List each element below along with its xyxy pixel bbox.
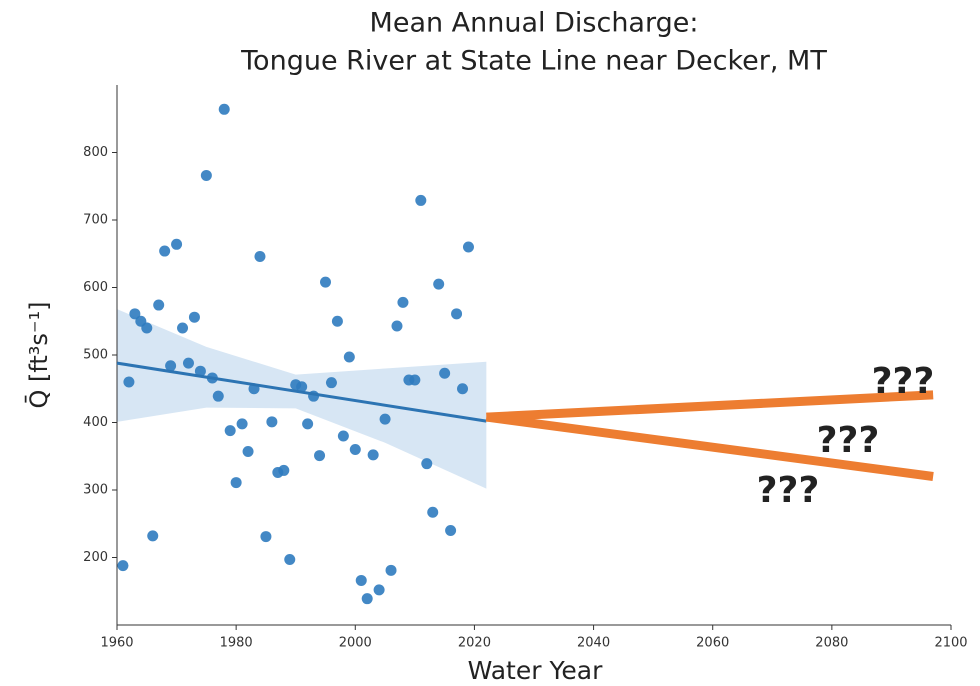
data-point bbox=[462, 241, 474, 253]
data-point bbox=[129, 308, 141, 320]
data-point bbox=[200, 169, 212, 181]
data-point bbox=[260, 531, 272, 543]
data-point bbox=[409, 374, 421, 386]
data-point bbox=[445, 525, 457, 536]
x-tick-label: 1980 bbox=[220, 636, 253, 651]
y-tick-label: 800 bbox=[83, 145, 108, 160]
data-point bbox=[349, 444, 361, 455]
y-tick-label: 300 bbox=[83, 483, 108, 498]
data-point bbox=[171, 238, 183, 250]
data-point bbox=[194, 365, 206, 377]
data-point bbox=[337, 430, 349, 442]
y-axis-label: Q̄ [ft³s⁻¹] bbox=[24, 301, 53, 408]
data-point bbox=[343, 351, 355, 363]
data-point bbox=[373, 584, 385, 596]
data-point bbox=[218, 103, 230, 115]
data-point bbox=[254, 250, 266, 262]
data-point bbox=[451, 308, 463, 320]
data-point bbox=[296, 381, 308, 393]
regression-line bbox=[116, 361, 487, 423]
confidence-band bbox=[117, 309, 487, 489]
x-tick-label: 2040 bbox=[577, 636, 610, 651]
chart-title: Mean Annual Discharge: bbox=[370, 8, 699, 39]
data-point bbox=[230, 477, 242, 489]
projection-line bbox=[485, 412, 934, 481]
chart-title: Tongue River at State Line near Decker, … bbox=[240, 46, 827, 77]
data-point bbox=[278, 464, 290, 476]
x-tick-label: 2000 bbox=[339, 636, 372, 651]
x-tick-label: 2080 bbox=[815, 636, 848, 651]
data-point bbox=[325, 377, 337, 389]
data-point bbox=[266, 416, 278, 428]
data-point bbox=[439, 367, 451, 379]
data-point bbox=[397, 296, 409, 308]
data-point bbox=[391, 320, 403, 332]
y-tick-label: 200 bbox=[83, 550, 108, 565]
data-point bbox=[177, 322, 189, 334]
data-point bbox=[159, 245, 171, 257]
data-point bbox=[320, 276, 331, 288]
data-point bbox=[302, 418, 314, 430]
data-point bbox=[314, 450, 326, 462]
data-point bbox=[331, 315, 343, 327]
projection-line bbox=[486, 390, 934, 422]
data-point bbox=[153, 299, 165, 311]
data-point bbox=[367, 449, 379, 461]
data-point bbox=[224, 425, 236, 437]
data-point bbox=[147, 530, 159, 542]
data-point bbox=[284, 554, 296, 566]
data-point bbox=[188, 311, 200, 323]
data-point bbox=[421, 458, 433, 470]
data-point bbox=[415, 194, 427, 206]
x-axis-label: Water Year bbox=[468, 656, 603, 685]
data-point bbox=[242, 446, 254, 458]
x-tick-label: 2020 bbox=[458, 636, 491, 651]
data-point bbox=[123, 376, 135, 388]
y-tick-label: 600 bbox=[83, 280, 108, 295]
data-point bbox=[236, 418, 248, 430]
data-point bbox=[212, 390, 224, 402]
x-tick-label: 2100 bbox=[934, 636, 967, 651]
data-point bbox=[457, 383, 469, 395]
data-point bbox=[117, 560, 129, 572]
data-point bbox=[182, 357, 194, 369]
annotation: ??? bbox=[817, 420, 880, 461]
x-tick-label: 1960 bbox=[100, 636, 133, 651]
annotation: ??? bbox=[872, 361, 935, 402]
annotation: ??? bbox=[757, 470, 820, 511]
data-point bbox=[385, 564, 397, 576]
x-tick-label: 2060 bbox=[696, 636, 729, 651]
y-tick-label: 700 bbox=[83, 213, 108, 228]
data-point bbox=[379, 413, 391, 425]
y-tick-label: 500 bbox=[83, 348, 108, 363]
data-point bbox=[427, 506, 439, 518]
data-point bbox=[165, 360, 177, 372]
y-tick-label: 400 bbox=[83, 415, 108, 430]
data-point bbox=[355, 574, 367, 586]
data-point bbox=[141, 322, 153, 334]
data-point bbox=[433, 278, 445, 290]
data-point bbox=[361, 593, 373, 605]
